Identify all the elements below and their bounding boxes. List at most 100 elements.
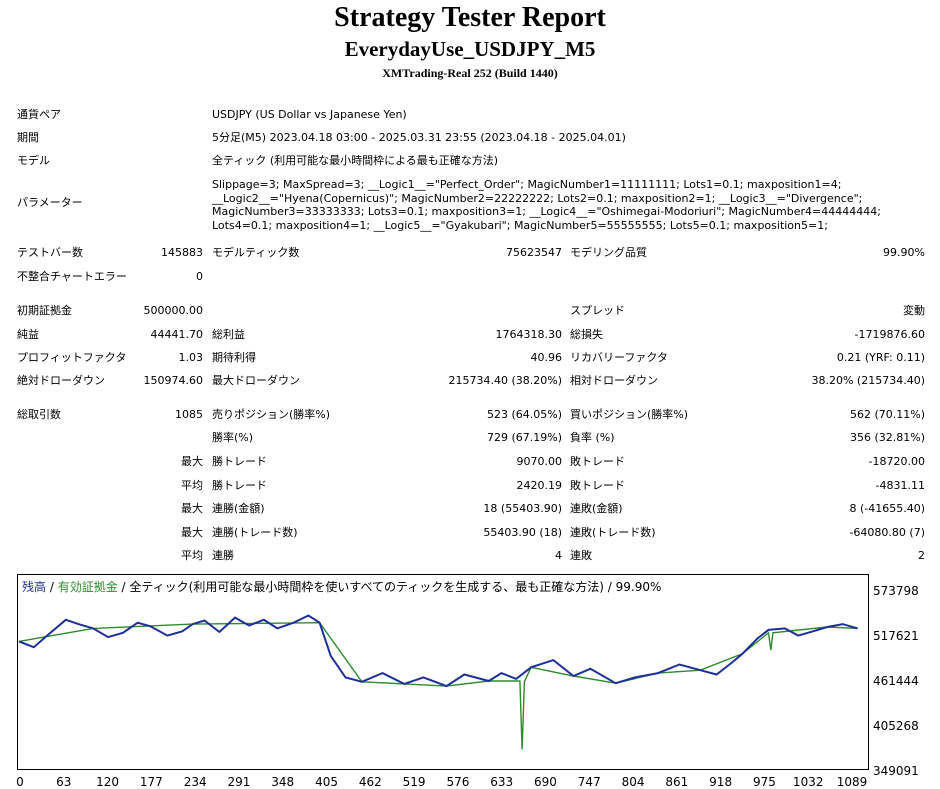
deposit-value: 500000.00 [143, 304, 204, 317]
consec-losses-trades-value: -64080.80 (7) [849, 526, 925, 539]
recovery-label: リカバリーファクタ [570, 351, 668, 364]
expected-value: 40.96 [530, 351, 563, 364]
x-tick-label: 405 [315, 775, 338, 789]
model-label: モデル [17, 154, 50, 167]
x-tick-label: 576 [446, 775, 470, 789]
short-value: 523 (64.05%) [486, 408, 562, 421]
legend-model: 全ティック(利用可能な最小時間枠を使いすべてのティックを生成する、最も正確な方法… [129, 580, 662, 594]
x-tick-label: 120 [96, 775, 120, 789]
recovery-value: 0.21 (YRF: 0.11) [836, 351, 925, 364]
balance-chart-plot [18, 614, 858, 750]
long-label: 買いポジション(勝率%) [570, 408, 689, 421]
chart-legend: 残高 / 有効証拠金 / 全ティック(利用可能な最小時間枠を使いすべてのティック… [22, 578, 661, 595]
params-value: Slippage=3; MaxSpread=3; __Logic1__="Per… [212, 178, 881, 232]
bars-label: テストバー数 [17, 246, 83, 259]
gross-profit-value: 1764318.30 [495, 328, 562, 341]
gross-loss-label: 総損失 [570, 328, 603, 341]
avg-win-label: 勝トレード [212, 479, 267, 492]
win-rate-value: 729 (67.19%) [486, 431, 562, 444]
pair-value: USDJPY (US Dollar vs Japanese Yen) [212, 108, 407, 121]
legend-balance: 残高 [22, 580, 47, 594]
net-label: 純益 [17, 328, 39, 341]
abs-dd-label: 絶対ドローダウン [17, 374, 105, 387]
x-tick-label: 918 [709, 775, 733, 789]
model-value: 全ティック (利用可能な最小時間枠による最も正確な方法) [212, 154, 499, 167]
bars-value: 145883 [161, 246, 203, 259]
x-tick-label: 747 [577, 775, 601, 789]
spread-value: 変動 [903, 304, 925, 317]
avg-consec-losses-value: 2 [918, 549, 925, 562]
largest-loss-value: -18720.00 [868, 455, 925, 468]
ticks-value: 75623547 [506, 246, 562, 259]
largest-win-label: 勝トレード [212, 455, 267, 468]
y-tick-label: 517621 [873, 629, 919, 643]
consec-wins-trades-label: 連勝(トレード数) [212, 526, 298, 539]
consec-losses-amount-label: 連敗(金額) [570, 502, 623, 515]
x-tick-label: 462 [358, 775, 382, 789]
max-consec-label: 最大 [181, 502, 203, 515]
x-tick-label: 234 [183, 775, 207, 789]
short-label: 売りポジション(勝率%) [212, 408, 331, 421]
legend-separator: / [46, 580, 58, 594]
x-tick-label: 975 [752, 775, 776, 789]
consec-losses-trades-label: 連敗(トレード数) [570, 526, 656, 539]
x-tick-label: 291 [227, 775, 251, 789]
equity-line [18, 621, 858, 750]
win-rate-label: 勝率(%) [212, 431, 254, 444]
max-dd-value: 215734.40 (38.20%) [448, 374, 562, 387]
legend-separator: / [117, 580, 130, 594]
consec-wins-amount-value: 18 (55403.90) [483, 502, 562, 515]
max-dd-label: 最大ドローダウン [212, 374, 300, 387]
consec-wins-trades-value: 55403.90 (18) [483, 526, 562, 539]
server-info: XMTrading-Real 252 (Build 1440) [382, 66, 558, 80]
abs-dd-value: 150974.60 [143, 374, 204, 387]
params-label: パラメーター [17, 196, 83, 209]
largest-loss-label: 敗トレード [570, 455, 625, 468]
period-label: 期間 [17, 131, 39, 144]
quality-label: モデリング品質 [570, 246, 647, 259]
x-tick-label: 519 [402, 775, 426, 789]
average-label: 平均 [181, 479, 203, 492]
x-tick-label: 1089 [836, 775, 868, 789]
y-tick-label: 405268 [873, 719, 919, 733]
ea-name: EverydayUse_USDJPY_M5 [344, 37, 596, 61]
avg-consec-losses-label: 連敗 [570, 549, 592, 562]
net-value: 44441.70 [150, 328, 204, 341]
avg-win-value: 2420.19 [516, 479, 563, 492]
loss-rate-label: 負率 (%) [570, 431, 615, 444]
pair-label: 通貨ペア [17, 108, 61, 121]
legend-equity: 有効証拠金 [57, 580, 118, 594]
x-tick-label: 633 [490, 775, 514, 789]
spread-label: スプレッド [570, 304, 625, 317]
period-value: 5分足(M5) 2023.04.18 03:00 - 2025.03.31 23… [212, 131, 626, 144]
gross-profit-label: 総利益 [212, 328, 245, 341]
avg-consec-wins-value: 4 [555, 549, 562, 562]
y-tick-label: 573798 [873, 584, 919, 598]
x-tick-label: 804 [621, 775, 645, 789]
report-title: Strategy Tester Report [334, 2, 606, 33]
x-tick-label: 1032 [792, 775, 824, 789]
x-tick-label: 63 [56, 775, 72, 789]
pf-label: プロフィットファクタ [17, 351, 127, 364]
balance-chart [17, 574, 869, 770]
expected-label: 期待利得 [212, 351, 256, 364]
x-tick-label: 0 [16, 775, 24, 789]
ticks-label: モデルティック数 [212, 246, 300, 259]
pf-value: 1.03 [178, 351, 204, 364]
trades-value: 1085 [175, 408, 203, 421]
errors-label: 不整合チャートエラー [17, 270, 127, 283]
consec-wins-amount-label: 連勝(金額) [212, 502, 265, 515]
x-tick-label: 690 [534, 775, 557, 789]
deposit-label: 初期証拠金 [17, 304, 72, 317]
y-tick-label: 349091 [873, 764, 919, 778]
x-tick-label: 348 [271, 775, 295, 789]
largest-win-value: 9070.00 [516, 455, 563, 468]
rel-dd-label: 相対ドローダウン [570, 374, 658, 387]
x-tick-label: 861 [665, 775, 689, 789]
largest-label: 最大 [181, 455, 203, 468]
max-consec-trades-label: 最大 [181, 526, 203, 539]
avg-loss-value: -4831.11 [875, 479, 925, 492]
gross-loss-value: -1719876.60 [854, 328, 925, 341]
trades-label: 総取引数 [17, 408, 61, 421]
avg-consec-label: 平均 [181, 549, 203, 562]
